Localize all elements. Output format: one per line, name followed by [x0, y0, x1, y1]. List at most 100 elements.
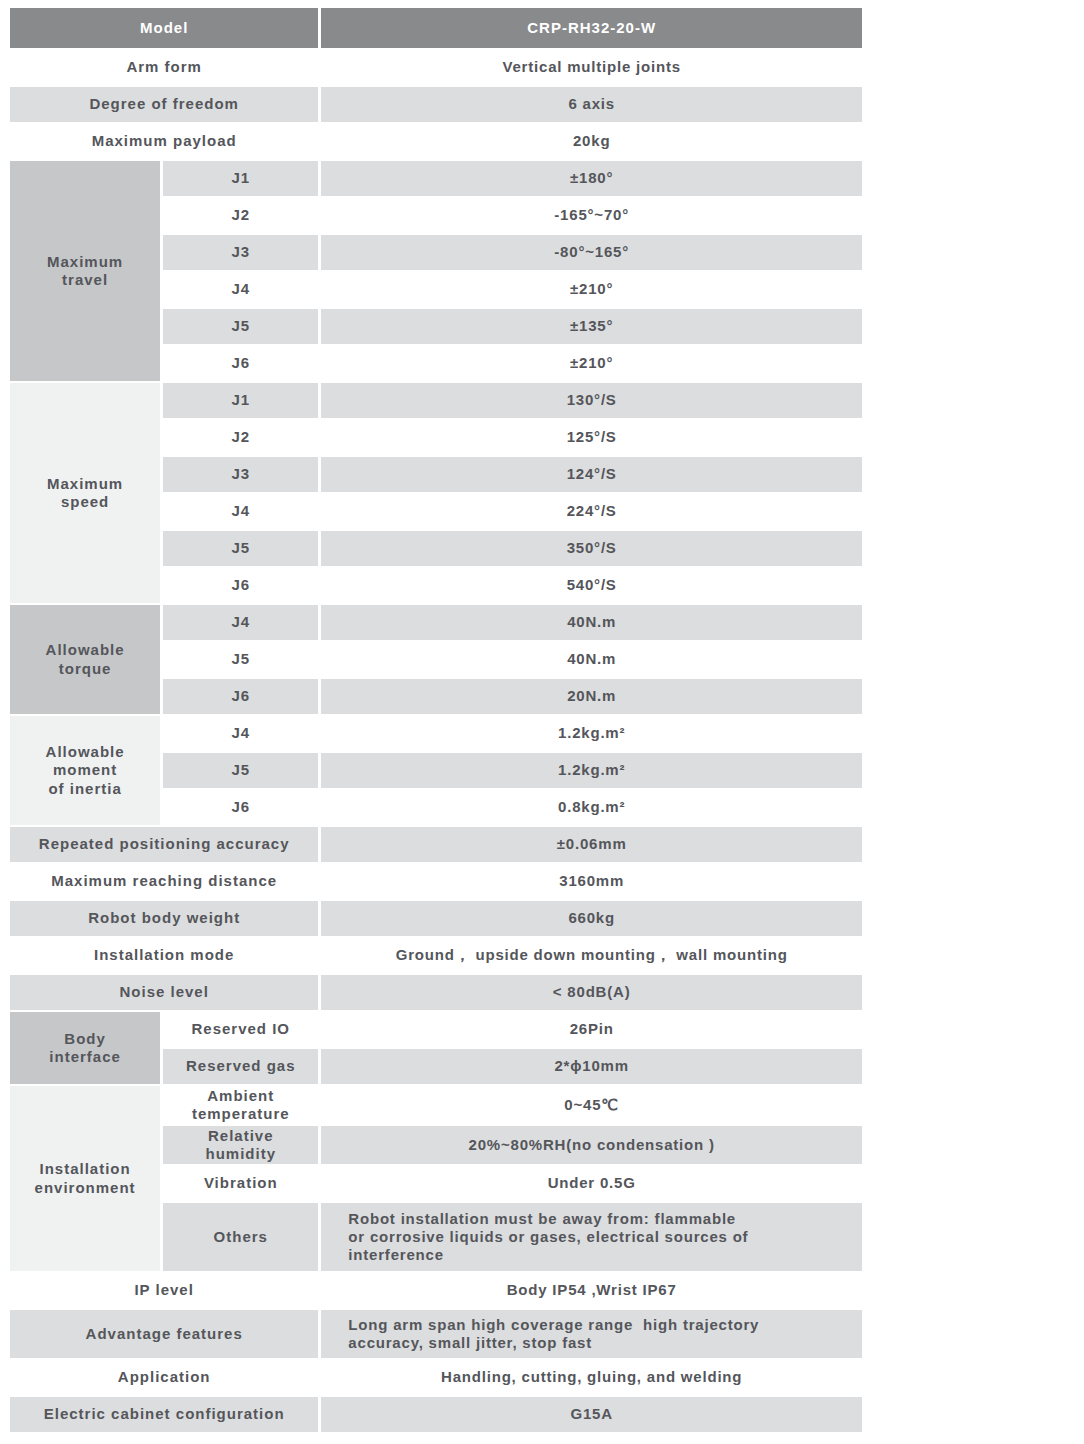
joint-value: -165°~70°	[321, 198, 862, 233]
row-ip-level: IP level Body IP54 ,Wrist IP67	[10, 1273, 862, 1308]
application-value: Handling, cutting, gluing, and welding	[321, 1360, 862, 1395]
noise-level-value: < 80dB(A)	[321, 975, 862, 1010]
joint-label: J2	[163, 198, 318, 233]
ip-level-value: Body IP54 ,Wrist IP67	[321, 1273, 862, 1308]
joint-label: J2	[163, 420, 318, 455]
reaching-distance-value: 3160mm	[321, 864, 862, 899]
electric-cabinet-value: G15A	[321, 1397, 862, 1432]
row-noise-level: Noise level < 80dB(A)	[10, 975, 862, 1010]
installation-mode-label: Installation mode	[10, 938, 318, 973]
joint-value: 40N.m	[321, 642, 862, 677]
allowable-torque-group-label: Allowable torque	[10, 605, 160, 714]
joint-value: ±180°	[321, 161, 862, 196]
row-degree-of-freedom: Degree of freedom 6 axis	[10, 87, 862, 122]
joint-label: J3	[163, 235, 318, 270]
joint-value: 124°/S	[321, 457, 862, 492]
others-value: Robot installation must be away from: fl…	[321, 1203, 862, 1271]
row-positioning-accuracy: Repeated positioning accuracy ±0.06mm	[10, 827, 862, 862]
vibration-value: Under 0.5G	[321, 1166, 862, 1201]
joint-label: J4	[163, 716, 318, 751]
joint-label: J1	[163, 383, 318, 418]
row-advantage-features: Advantage features Long arm span high co…	[10, 1310, 862, 1358]
body-weight-value: 660kg	[321, 901, 862, 936]
joint-value: 20N.m	[321, 679, 862, 714]
joint-label: J3	[163, 457, 318, 492]
joint-value: 0.8kg.m²	[321, 790, 862, 825]
row-maximum-payload: Maximum payload 20kg	[10, 124, 862, 159]
degree-of-freedom-label: Degree of freedom	[10, 87, 318, 122]
row-reserved-io: Body interface Reserved IO 26Pin	[10, 1012, 862, 1047]
maximum-payload-label: Maximum payload	[10, 124, 318, 159]
joint-label: J5	[163, 531, 318, 566]
joint-label: J6	[163, 679, 318, 714]
reserved-io-label: Reserved IO	[163, 1012, 318, 1047]
joint-value: ±135°	[321, 309, 862, 344]
installation-mode-value: Ground， upside down mounting， wall mount…	[321, 938, 862, 973]
joint-value: ±210°	[321, 272, 862, 307]
reserved-io-value: 26Pin	[321, 1012, 862, 1047]
model-value: CRP-RH32-20-W	[321, 8, 862, 48]
joint-label: J6	[163, 346, 318, 381]
row-travel-j1: Maximum travel J1 ±180°	[10, 161, 862, 196]
row-reaching-distance: Maximum reaching distance 3160mm	[10, 864, 862, 899]
arm-form-value: Vertical multiple joints	[321, 50, 862, 85]
row-ambient-temperature: Installation environment Ambient tempera…	[10, 1086, 862, 1124]
joint-label: J5	[163, 642, 318, 677]
joint-value: 130°/S	[321, 383, 862, 418]
row-electric-cabinet: Electric cabinet configuration G15A	[10, 1397, 862, 1432]
model-label: Model	[10, 8, 318, 48]
header-row: Model CRP-RH32-20-W	[10, 8, 862, 48]
ambient-temperature-value: 0~45℃	[321, 1086, 862, 1124]
joint-value: 224°/S	[321, 494, 862, 529]
ambient-temperature-label: Ambient temperature	[163, 1086, 318, 1124]
vibration-label: Vibration	[163, 1166, 318, 1201]
joint-label: J4	[163, 272, 318, 307]
joint-value: ±210°	[321, 346, 862, 381]
body-weight-label: Robot body weight	[10, 901, 318, 936]
row-body-weight: Robot body weight 660kg	[10, 901, 862, 936]
degree-of-freedom-value: 6 axis	[321, 87, 862, 122]
page: Model CRP-RH32-20-W Arm form Vertical mu…	[0, 0, 1084, 1434]
application-label: Application	[10, 1360, 318, 1395]
row-application: Application Handling, cutting, gluing, a…	[10, 1360, 862, 1395]
others-label: Others	[163, 1203, 318, 1271]
row-arm-form: Arm form Vertical multiple joints	[10, 50, 862, 85]
row-speed-j1: Maximum speed J1 130°/S	[10, 383, 862, 418]
joint-value: -80°~165°	[321, 235, 862, 270]
row-torque-j4: Allowable torque J4 40N.m	[10, 605, 862, 640]
allowable-inertia-group-label: Allowable moment of inertia	[10, 716, 160, 825]
relative-humidity-value: 20%~80%RH(no condensation )	[321, 1126, 862, 1164]
advantage-features-label: Advantage features	[10, 1310, 318, 1358]
joint-label: J1	[163, 161, 318, 196]
joint-value: 540°/S	[321, 568, 862, 603]
row-inertia-j4: Allowable moment of inertia J4 1.2kg.m²	[10, 716, 862, 751]
joint-label: J6	[163, 790, 318, 825]
maximum-payload-value: 20kg	[321, 124, 862, 159]
spec-table: Model CRP-RH32-20-W Arm form Vertical mu…	[7, 6, 865, 1434]
relative-humidity-label: Relative humidity	[163, 1126, 318, 1164]
positioning-accuracy-label: Repeated positioning accuracy	[10, 827, 318, 862]
reserved-gas-label: Reserved gas	[163, 1049, 318, 1084]
body-interface-group-label: Body interface	[10, 1012, 160, 1084]
reserved-gas-value: 2*ϕ10mm	[321, 1049, 862, 1084]
maximum-travel-group-label: Maximum travel	[10, 161, 160, 381]
joint-label: J4	[163, 494, 318, 529]
joint-label: J5	[163, 309, 318, 344]
joint-label: J6	[163, 568, 318, 603]
joint-value: 125°/S	[321, 420, 862, 455]
joint-label: J4	[163, 605, 318, 640]
joint-value: 40N.m	[321, 605, 862, 640]
joint-label: J5	[163, 753, 318, 788]
reaching-distance-label: Maximum reaching distance	[10, 864, 318, 899]
maximum-speed-group-label: Maximum speed	[10, 383, 160, 603]
joint-value: 1.2kg.m²	[321, 753, 862, 788]
arm-form-label: Arm form	[10, 50, 318, 85]
row-installation-mode: Installation mode Ground， upside down mo…	[10, 938, 862, 973]
installation-environment-group-label: Installation environment	[10, 1086, 160, 1271]
advantage-features-value: Long arm span high coverage range high t…	[321, 1310, 862, 1358]
joint-value: 1.2kg.m²	[321, 716, 862, 751]
positioning-accuracy-value: ±0.06mm	[321, 827, 862, 862]
joint-value: 350°/S	[321, 531, 862, 566]
ip-level-label: IP level	[10, 1273, 318, 1308]
noise-level-label: Noise level	[10, 975, 318, 1010]
